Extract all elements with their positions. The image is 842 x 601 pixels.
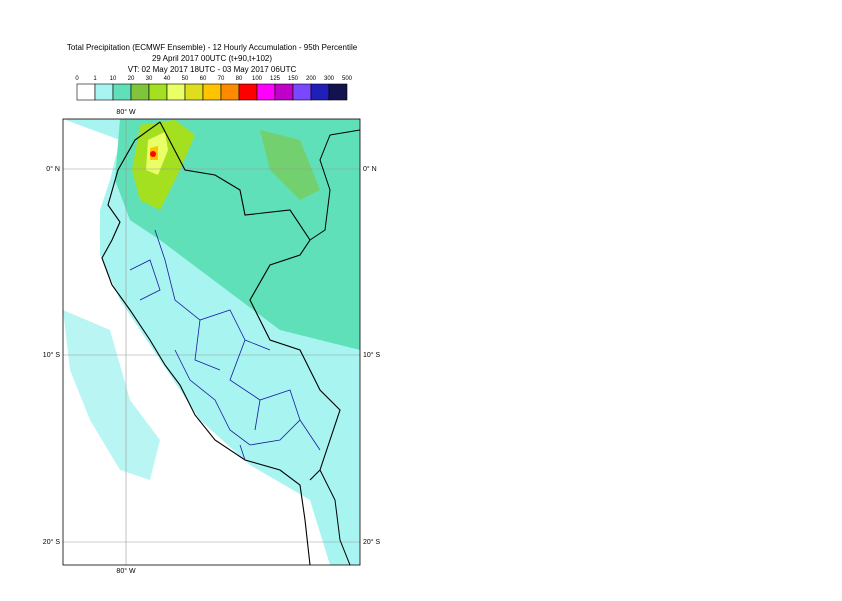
legend-label: 300 — [324, 76, 335, 82]
lat-label: 10° S — [43, 351, 61, 359]
legend-swatch — [130, 83, 150, 101]
region-borders — [129, 229, 321, 461]
precip-ocean — [63, 310, 160, 480]
legend-swatch — [220, 83, 240, 101]
country-border — [319, 469, 351, 565]
legend-label: 0 — [75, 76, 79, 82]
legend-swatch — [328, 83, 348, 101]
valid-time: VT: 02 May 2017 18UTC - 03 May 2017 06UT… — [128, 65, 297, 74]
subtitle: 29 April 2017 00UTC (t+90,t+102) — [152, 54, 272, 63]
lat-label: 20° S — [363, 538, 381, 546]
legend-swatch — [76, 83, 96, 101]
legend-label: 150 — [288, 76, 299, 82]
title: Total Precipitation (ECMWF Ensemble) - 1… — [67, 43, 358, 52]
coastline — [101, 121, 311, 565]
legend: 0 1 10 20 30 40 50 60 70 80 100 125 150 200 300 500 — [75, 76, 353, 101]
legend-swatch — [256, 83, 276, 101]
legend-label: 80 — [236, 76, 243, 82]
legend-swatch — [292, 83, 312, 101]
legend-swatch — [112, 83, 132, 101]
legend-label: 40 — [164, 76, 171, 82]
legend-label: 70 — [218, 76, 225, 82]
lon-label: 80° W — [116, 567, 136, 575]
legend-label: 20 — [128, 76, 135, 82]
legend-swatch — [202, 83, 222, 101]
legend-swatch — [310, 83, 330, 101]
precip-green-patch — [260, 130, 320, 200]
legend-swatch — [184, 83, 204, 101]
precip-heavy — [132, 120, 195, 210]
legend-label: 30 — [146, 76, 153, 82]
legend-swatch — [238, 83, 258, 101]
legend-label: 125 — [270, 76, 281, 82]
legend-label: 1 — [93, 76, 97, 82]
lon-label: 80° W — [116, 108, 136, 116]
country-border — [159, 121, 341, 481]
legend-label: 10 — [110, 76, 117, 82]
map — [63, 119, 360, 565]
legend-label: 500 — [342, 76, 353, 82]
legend-swatch — [166, 83, 186, 101]
legend-label: 200 — [306, 76, 317, 82]
lat-label: 0° N — [363, 165, 377, 173]
precip-peak — [150, 151, 156, 157]
legend-swatch — [94, 83, 114, 101]
legend-label: 100 — [252, 76, 263, 82]
legend-label: 50 — [182, 76, 189, 82]
legend-label: 60 — [200, 76, 207, 82]
map-frame — [62, 118, 361, 566]
country-border — [309, 129, 360, 241]
lat-label: 0° N — [46, 165, 60, 173]
lat-label: 20° S — [43, 538, 61, 546]
legend-swatch — [274, 83, 294, 101]
legend-swatch — [148, 83, 168, 101]
lat-label: 10° S — [363, 351, 381, 359]
